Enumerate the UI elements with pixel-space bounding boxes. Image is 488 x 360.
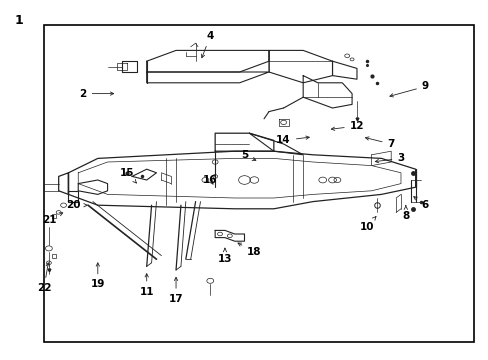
Text: 6: 6 xyxy=(413,197,428,210)
Text: 19: 19 xyxy=(90,263,105,289)
Text: 14: 14 xyxy=(276,135,308,145)
Text: 17: 17 xyxy=(168,277,183,304)
Text: 22: 22 xyxy=(37,263,51,293)
Text: 3: 3 xyxy=(375,153,404,163)
Text: 4: 4 xyxy=(201,31,214,58)
Text: 13: 13 xyxy=(217,248,232,264)
Text: 18: 18 xyxy=(238,243,261,257)
Text: 16: 16 xyxy=(203,175,217,185)
Text: 21: 21 xyxy=(41,213,62,225)
Text: 9: 9 xyxy=(389,81,428,97)
Text: 15: 15 xyxy=(120,168,136,183)
Text: 8: 8 xyxy=(402,206,408,221)
Text: 7: 7 xyxy=(365,137,394,149)
Text: 5: 5 xyxy=(241,150,255,161)
Text: 10: 10 xyxy=(359,217,375,232)
Text: 1: 1 xyxy=(15,14,23,27)
Text: 20: 20 xyxy=(66,200,87,210)
Text: 12: 12 xyxy=(331,121,364,131)
Text: 2: 2 xyxy=(80,89,113,99)
Bar xyxy=(44,25,473,342)
Text: 11: 11 xyxy=(139,274,154,297)
